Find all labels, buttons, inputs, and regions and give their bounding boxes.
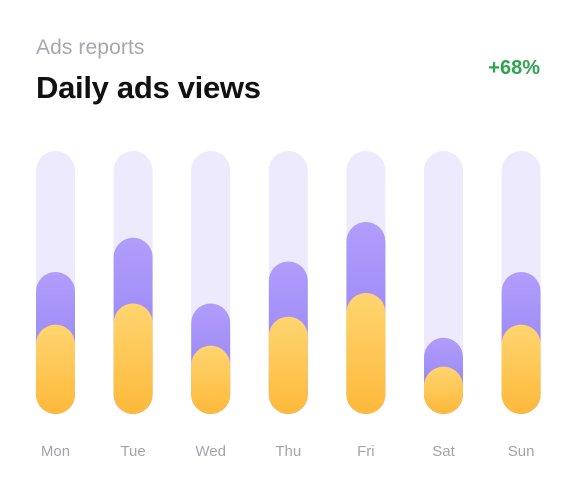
bar-group-thu xyxy=(268,151,308,414)
x-axis-label: Fri xyxy=(357,443,375,460)
x-axis-label: Thu xyxy=(275,443,301,460)
bar-group-tue xyxy=(113,151,153,414)
bar-group-wed xyxy=(191,151,231,414)
bar-yellow xyxy=(191,345,231,414)
x-axis-label: Tue xyxy=(120,443,145,460)
bar-yellow xyxy=(268,316,308,414)
card-title: Daily ads views xyxy=(36,70,261,105)
bar-group-sat xyxy=(424,151,463,414)
bar-yellow xyxy=(113,303,153,414)
x-axis-label: Sun xyxy=(508,443,535,460)
bar-yellow xyxy=(36,324,75,414)
bar-group-fri xyxy=(346,151,386,414)
bar-yellow xyxy=(501,324,541,414)
bar-group-sun xyxy=(501,151,541,414)
x-axis-label: Mon xyxy=(41,443,70,460)
bar-yellow xyxy=(346,293,386,414)
change-percentage: +68% xyxy=(488,57,540,79)
x-axis-label: Wed xyxy=(195,443,226,460)
x-axis-label: Sat xyxy=(432,443,455,460)
card-subtitle: Ads reports xyxy=(36,36,145,59)
bar-yellow xyxy=(424,366,463,414)
bar-group-mon xyxy=(36,151,75,414)
